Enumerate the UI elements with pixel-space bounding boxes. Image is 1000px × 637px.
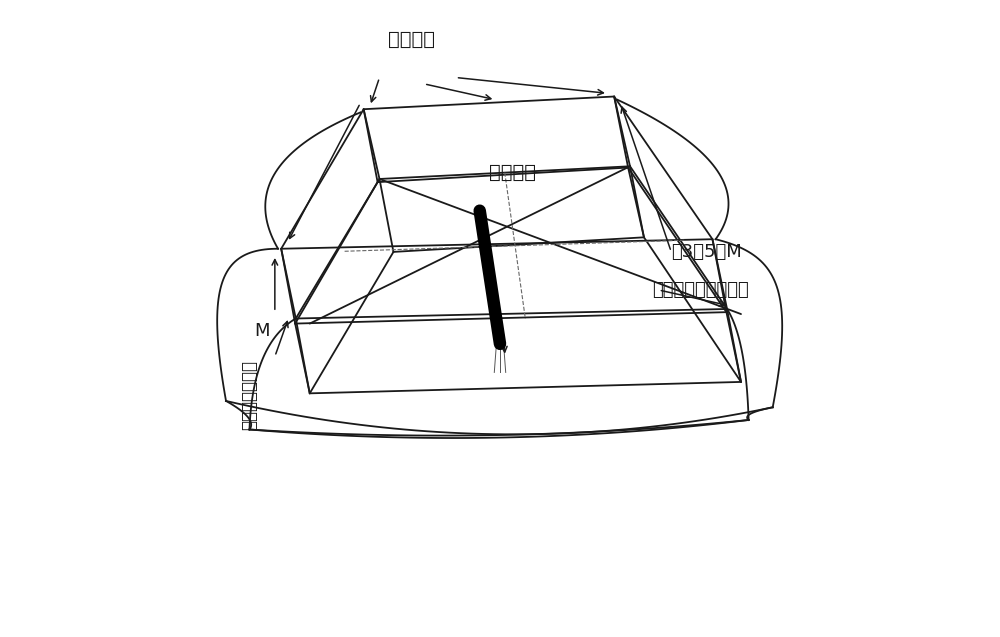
Text: 无限元域: 无限元域 xyxy=(388,30,435,49)
Text: （含水层厚度）: （含水层厚度） xyxy=(240,360,258,429)
Text: 放水钒孔: 放水钒孔 xyxy=(489,163,536,182)
Text: （含水层模拟范围）: （含水层模拟范围） xyxy=(652,281,749,299)
Text: M: M xyxy=(254,322,270,340)
Text: （3～5）M: （3～5）M xyxy=(671,243,742,261)
